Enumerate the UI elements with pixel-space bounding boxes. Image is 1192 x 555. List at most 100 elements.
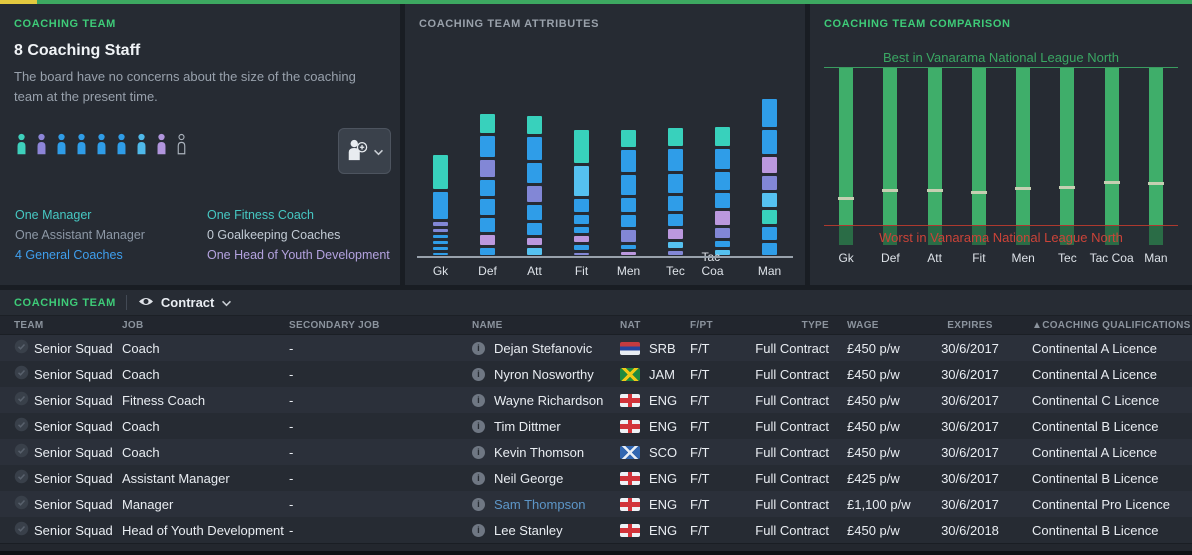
column-header-name[interactable]: NAME xyxy=(472,319,503,331)
column-header-type[interactable]: TYPE xyxy=(801,319,829,331)
info-icon[interactable]: i xyxy=(472,497,485,511)
attr-bar-segment xyxy=(527,223,542,235)
view-dropdown-contract[interactable]: Contract xyxy=(138,295,232,310)
person-icon xyxy=(15,133,28,160)
attr-bar-segment xyxy=(668,214,683,226)
role-summary-item[interactable]: 0 Goalkeeping Coaches xyxy=(207,228,341,242)
panel-label-attributes: COACHING TEAM ATTRIBUTES xyxy=(419,18,600,30)
column-header-secondary-job[interactable]: SECONDARY JOB xyxy=(289,319,380,331)
table-row[interactable]: Senior Squad Manager - i Sam Thompson ENG F/T F… xyxy=(0,491,1192,517)
attr-bar-segment xyxy=(480,160,495,177)
worst-in-league-label: Worst in Vanarama National League North xyxy=(879,230,1123,245)
table-row[interactable]: Senior Squad Head of Youth Development - i L… xyxy=(0,517,1192,543)
contract-type-cell: Full Contract xyxy=(755,418,829,434)
role-summary-item[interactable]: One Manager xyxy=(15,208,92,222)
nat-code-text: ENG xyxy=(649,470,678,486)
column-header-f-pt[interactable]: F/PT xyxy=(690,319,713,331)
attr-bar-segment xyxy=(433,192,448,219)
divider xyxy=(125,295,127,310)
bottom-edge-strip xyxy=(0,551,1192,555)
staff-name-link[interactable]: Tim Dittmer xyxy=(494,418,561,434)
column-header-team[interactable]: TEAM xyxy=(14,319,44,331)
attr-stacked-bar xyxy=(715,127,730,255)
info-icon[interactable]: i xyxy=(472,341,485,355)
attr-bar-segment xyxy=(668,251,683,255)
info-icon[interactable]: i xyxy=(472,445,485,459)
attr-axis-label: Tac Coa xyxy=(701,250,724,278)
role-summary-item[interactable]: One Assistant Manager xyxy=(15,228,145,242)
person-icon xyxy=(135,133,148,160)
staff-name-link[interactable]: Lee Stanley xyxy=(494,522,563,538)
table-row[interactable]: Senior Squad Assistant Manager - i Neil Geor… xyxy=(0,465,1192,491)
info-icon[interactable]: i xyxy=(472,367,485,381)
staff-role-summary: One Manager One Assistant Manager 4 Genera… xyxy=(15,208,399,262)
team-cell: Senior Squad xyxy=(14,417,122,435)
info-icon[interactable]: i xyxy=(472,523,485,537)
table-row[interactable]: Senior Squad Coach - i Nyron Nosworthy JAM F/T… xyxy=(0,361,1192,387)
attr-bar-segment xyxy=(715,193,730,208)
team-cell: Senior Squad xyxy=(14,339,122,357)
attr-bar-segment xyxy=(762,157,777,173)
comparison-bar-slot xyxy=(1136,68,1176,245)
info-icon[interactable]: i xyxy=(472,393,485,407)
attr-bar-segment xyxy=(574,245,589,250)
wage-cell: £450 p/w xyxy=(847,522,900,538)
attr-bar-segment xyxy=(621,150,636,172)
nat-flag-eng xyxy=(620,497,640,511)
fpt-cell: F/T xyxy=(690,340,710,356)
role-summary-item[interactable]: One Head of Youth Development xyxy=(207,248,390,262)
check-circle-icon xyxy=(14,521,29,539)
attr-bar-segment xyxy=(762,227,777,240)
table-row[interactable]: Senior Squad Coach - i Tim Dittmer ENG F/T Full… xyxy=(0,413,1192,439)
contract-type-cell: Full Contract xyxy=(755,366,829,382)
staff-name-link[interactable]: Dejan Stefanovic xyxy=(494,340,593,356)
job-cell: Manager xyxy=(122,496,174,512)
attr-category: Gk xyxy=(420,38,462,283)
attr-bar-segment xyxy=(715,127,730,146)
nationality-cell: SCO xyxy=(612,445,680,460)
comparison-bar xyxy=(1059,68,1076,245)
attr-bar-segment xyxy=(574,236,589,242)
wage-cell: £450 p/w xyxy=(847,418,900,434)
table-row[interactable]: Senior Squad Fitness Coach - i Wayne Richard… xyxy=(0,387,1192,413)
staff-name-link[interactable]: Kevin Thomson xyxy=(494,444,585,460)
staff-actions-button[interactable] xyxy=(338,128,391,174)
nat-flag-srb xyxy=(620,341,640,355)
info-icon[interactable]: i xyxy=(472,419,485,433)
staff-icons-row xyxy=(15,130,188,160)
team-position-marker xyxy=(1147,182,1164,185)
job-cell: Coach xyxy=(122,418,160,434)
attr-bar-segment xyxy=(433,229,448,232)
coaching-team-overview-panel: COACHING TEAM 8 Coaching Staff The board… xyxy=(0,4,400,285)
check-circle-icon xyxy=(14,391,29,409)
below-worst-shade xyxy=(883,226,898,245)
role-summary-item[interactable]: 4 General Coaches xyxy=(15,248,123,262)
table-row[interactable]: Senior Squad Coach - i Kevin Thomson SCO F/T Fu… xyxy=(0,439,1192,465)
info-icon[interactable]: i xyxy=(472,471,485,485)
team-cell: Senior Squad xyxy=(14,443,122,461)
role-summary-left-column: One Manager One Assistant Manager 4 Genera… xyxy=(15,208,207,262)
contract-type-cell: Full Contract xyxy=(755,444,829,460)
worst-in-league-line xyxy=(824,225,1178,226)
attributes-x-axis xyxy=(417,256,793,258)
attr-bar-segment xyxy=(668,229,683,239)
attr-bar-segment xyxy=(762,193,777,207)
column-header-expires[interactable]: EXPIRES xyxy=(947,319,993,331)
attr-stacked-bar xyxy=(527,116,542,255)
role-summary-item[interactable]: One Fitness Coach xyxy=(207,208,314,222)
table-row[interactable]: Senior Squad Coach - i Dejan Stefanovic SRB F/… xyxy=(0,335,1192,361)
staff-name-link[interactable]: Sam Thompson xyxy=(494,496,586,512)
staff-name-link[interactable]: Neil George xyxy=(494,470,564,486)
column-header-coaching-qualifications[interactable]: ▲COACHING QUALIFICATIONS xyxy=(1032,319,1191,331)
comparison-bar-slot xyxy=(1047,68,1087,245)
staff-name-link[interactable]: Wayne Richardson xyxy=(494,392,604,408)
column-header-nat[interactable]: NAT xyxy=(620,319,641,331)
staff-name-link[interactable]: Nyron Nosworthy xyxy=(494,366,594,382)
attr-bar-segment xyxy=(433,222,448,226)
person-icon xyxy=(55,133,68,160)
attr-bar-segment xyxy=(433,241,448,244)
check-circle-icon xyxy=(14,417,29,435)
column-header-job[interactable]: JOB xyxy=(122,319,144,331)
column-header-wage[interactable]: WAGE xyxy=(847,319,879,331)
team-cell: Senior Squad xyxy=(14,521,122,539)
